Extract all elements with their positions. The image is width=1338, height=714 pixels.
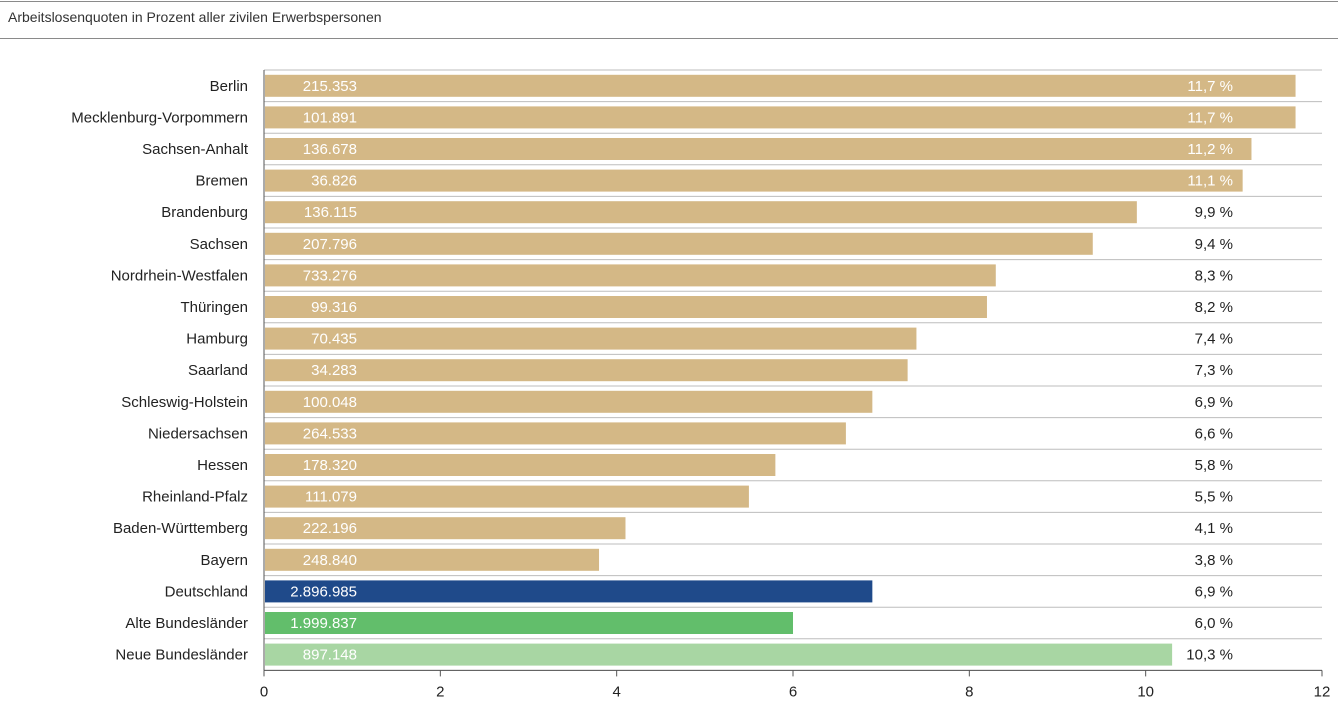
count-label: 264.533: [303, 425, 357, 442]
category-label: Schleswig-Holstein: [121, 394, 248, 411]
value-label: 11,1 %: [1187, 173, 1233, 190]
value-label: 8,2 %: [1195, 299, 1233, 316]
category-label: Bayern: [200, 552, 248, 569]
category-label: Bremen: [195, 173, 248, 190]
bar: [265, 233, 1093, 255]
count-label: 70.435: [311, 331, 357, 348]
category-label: Niedersachsen: [148, 425, 248, 442]
category-label: Deutschland: [165, 583, 248, 600]
x-tick-label: 6: [789, 683, 797, 700]
value-label: 7,3 %: [1195, 362, 1233, 379]
x-tick-label: 4: [612, 683, 620, 700]
category-label: Thüringen: [180, 299, 248, 316]
value-label: 9,9 %: [1195, 204, 1233, 221]
bar: [265, 359, 908, 381]
category-label: Hessen: [197, 457, 248, 474]
count-label: 101.891: [303, 109, 357, 126]
count-label: 136.115: [304, 204, 357, 221]
value-label: 10,3 %: [1186, 647, 1233, 664]
category-label: Brandenburg: [161, 204, 248, 221]
count-label: 207.796: [303, 236, 357, 253]
category-label: Sachsen: [190, 236, 248, 253]
category-label: Nordrhein-Westfalen: [111, 267, 248, 284]
value-label: 5,8 %: [1195, 457, 1233, 474]
value-label: 6,9 %: [1195, 394, 1233, 411]
count-label: 733.276: [303, 267, 357, 284]
x-tick-label: 10: [1137, 683, 1154, 700]
value-label: 11,2 %: [1187, 141, 1233, 158]
x-tick-label: 8: [965, 683, 973, 700]
count-label: 222.196: [303, 520, 357, 537]
count-label: 136.678: [303, 141, 357, 158]
bar: [265, 201, 1137, 223]
value-label: 3,8 %: [1195, 552, 1233, 569]
category-label: Saarland: [188, 362, 248, 379]
bar: [265, 106, 1296, 128]
count-label: 111.079: [305, 489, 357, 506]
category-label: Mecklenburg-Vorpommern: [71, 109, 248, 126]
value-label: 6,6 %: [1195, 425, 1233, 442]
bar: [265, 296, 987, 318]
count-label: 99.316: [311, 299, 357, 316]
count-label: 100.048: [303, 394, 357, 411]
value-label: 9,4 %: [1195, 236, 1233, 253]
value-label: 5,5 %: [1195, 489, 1233, 506]
value-label: 11,7 %: [1187, 109, 1233, 126]
value-label: 6,0 %: [1195, 615, 1233, 632]
count-label: 178.320: [303, 457, 357, 474]
bar-layer: [265, 75, 1296, 666]
category-label: Baden-Württemberg: [113, 520, 248, 537]
bar: [265, 328, 916, 350]
value-label: 6,9 %: [1195, 583, 1233, 600]
count-label: 34.283: [311, 362, 357, 379]
count-label: 215.353: [303, 78, 357, 95]
bar: [265, 170, 1243, 192]
count-label: 897.148: [303, 647, 357, 664]
count-label: 248.840: [303, 552, 357, 569]
category-label: Berlin: [210, 78, 248, 95]
value-label: 8,3 %: [1195, 267, 1233, 284]
bar: [265, 138, 1251, 160]
category-label: Neue Bundesländer: [115, 647, 248, 664]
bar: [265, 75, 1296, 97]
category-label: Rheinland-Pfalz: [142, 489, 248, 506]
x-tick-label: 12: [1314, 683, 1331, 700]
x-tick-label: 0: [260, 683, 268, 700]
category-label: Hamburg: [186, 331, 248, 348]
value-label: 11,7 %: [1187, 78, 1233, 95]
count-label: 1.999.837: [290, 615, 357, 632]
count-label: 2.896.985: [290, 583, 357, 600]
bar: [265, 264, 996, 286]
bar: [265, 644, 1172, 666]
category-label: Alte Bundesländer: [125, 615, 248, 632]
count-label: 36.826: [311, 173, 357, 190]
value-label: 4,1 %: [1195, 520, 1233, 537]
category-label: Sachsen-Anhalt: [142, 141, 249, 158]
x-tick-label: 2: [436, 683, 444, 700]
value-label: 7,4 %: [1195, 331, 1233, 348]
